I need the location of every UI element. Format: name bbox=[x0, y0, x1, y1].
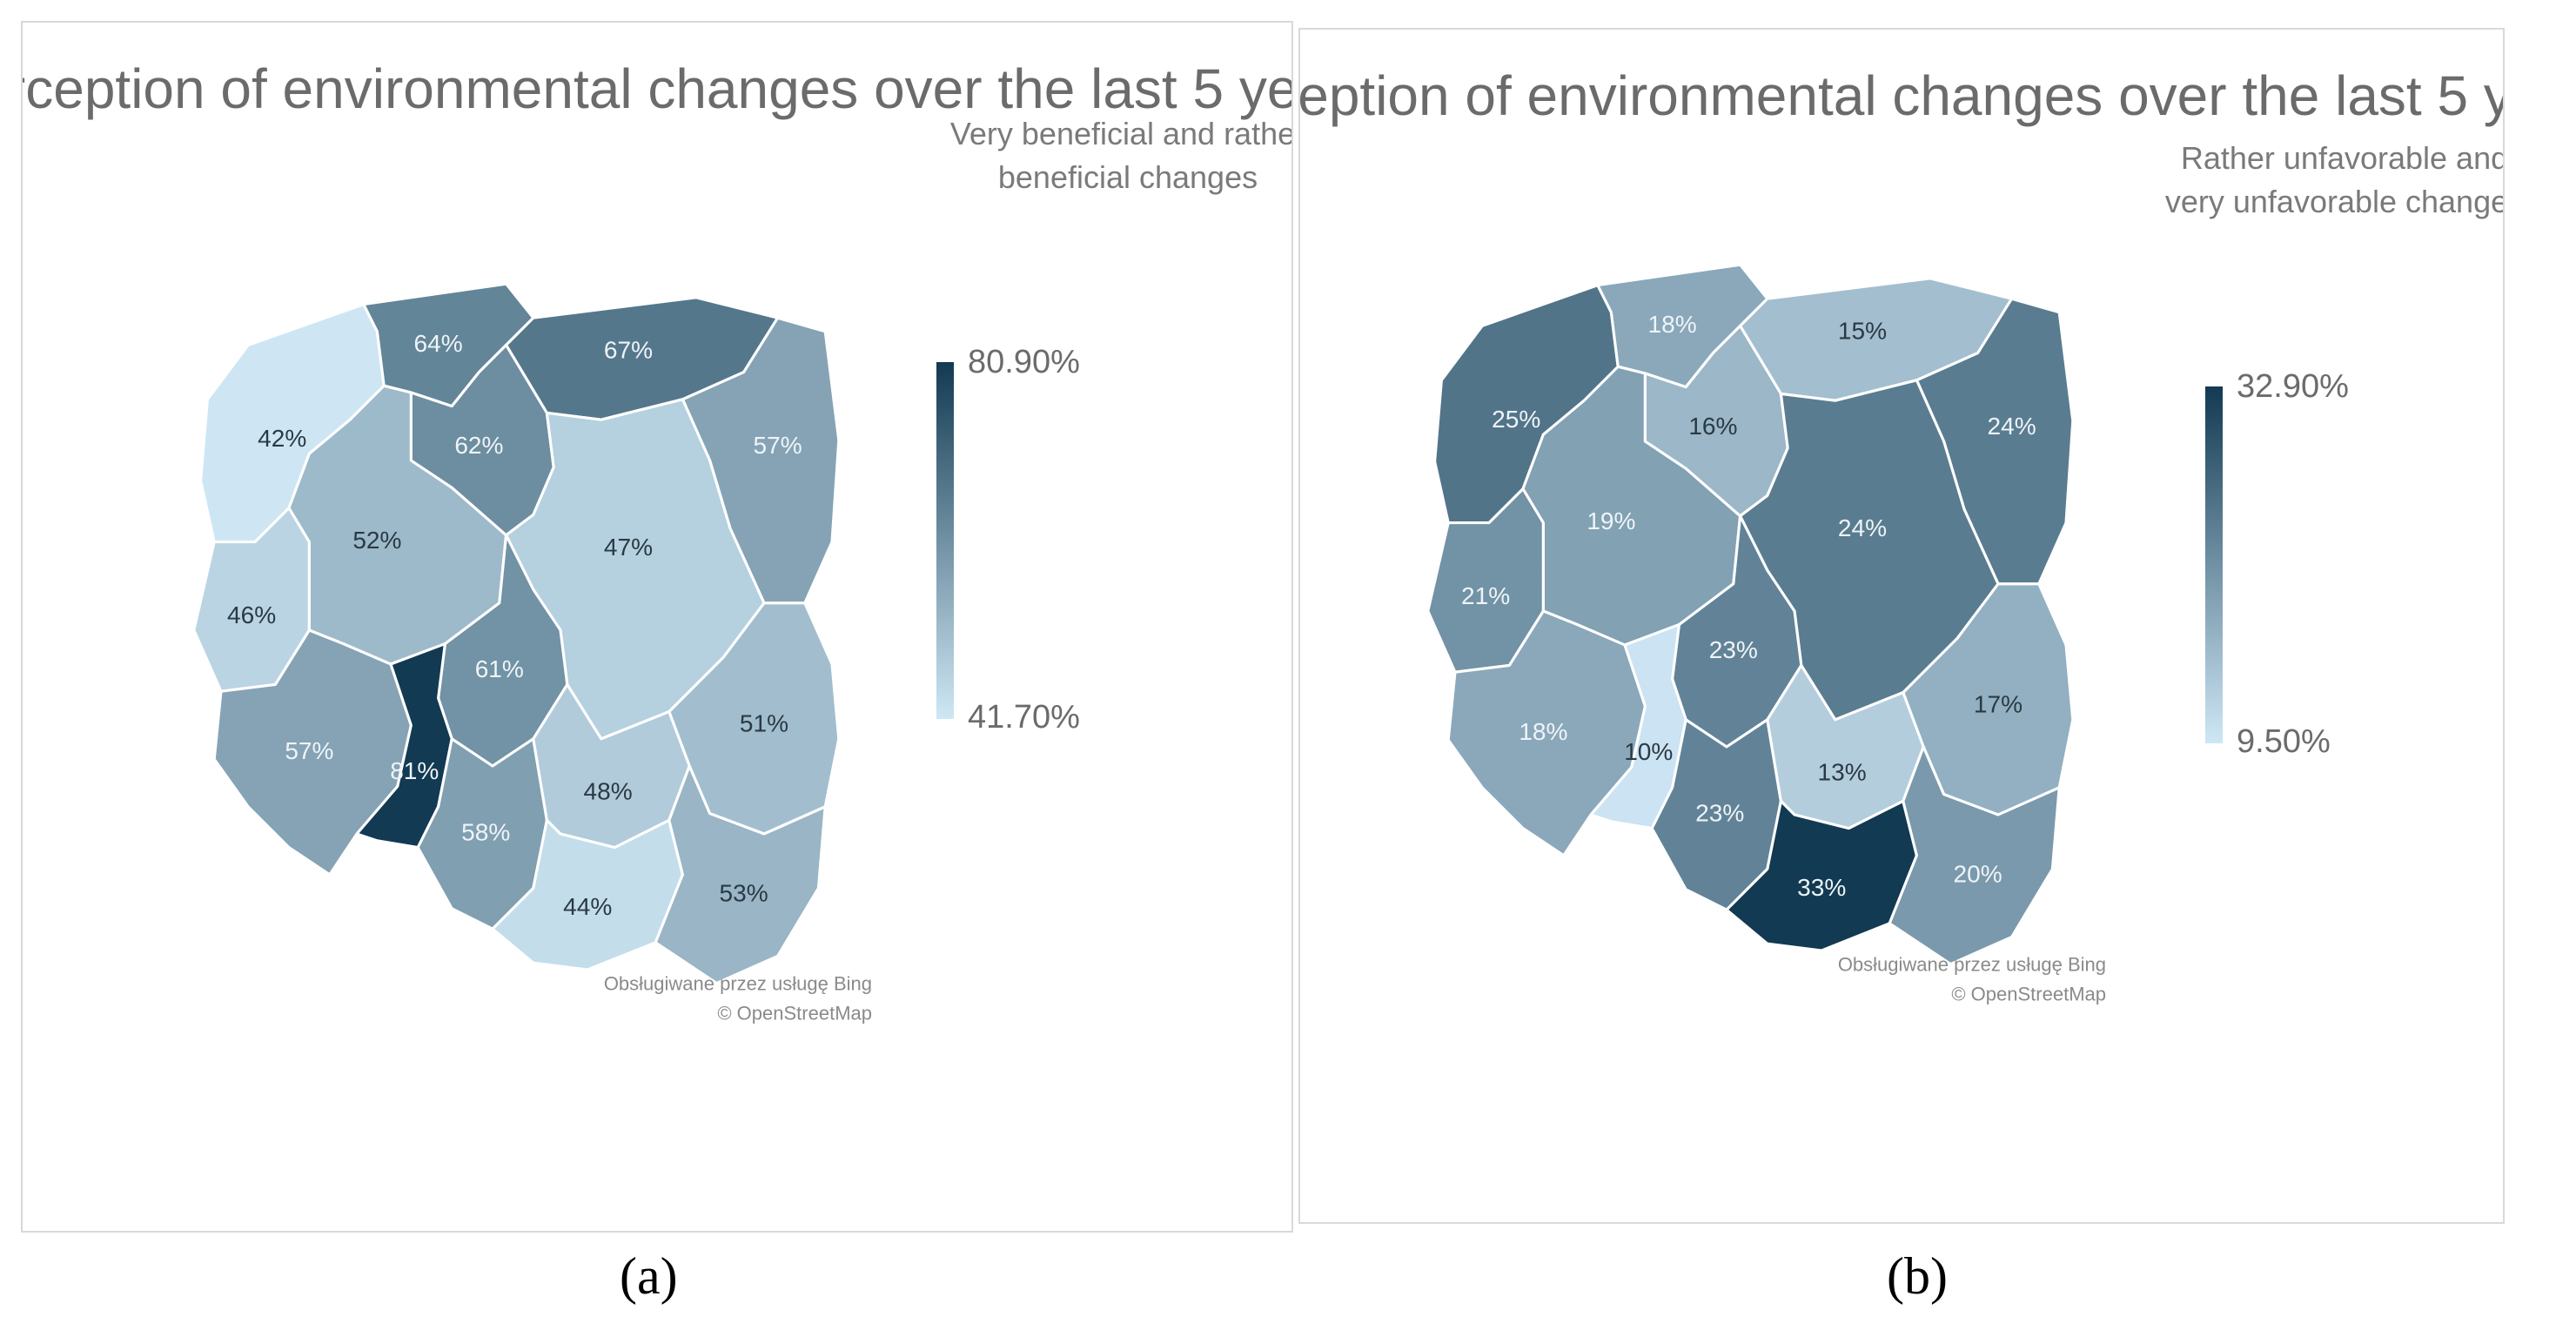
region-label-mazowieckie: 47% bbox=[604, 534, 653, 561]
region-label-wielkopolskie: 19% bbox=[1587, 507, 1635, 534]
region-label-świętokrzyskie: 13% bbox=[1818, 759, 1867, 786]
regions-group: 25% 18% 15% 24% 21% 19% 16% 24% 23% 17% 18% 10% 23% 1… bbox=[1426, 263, 2075, 966]
legend-title-line: Very beneficial and rather bbox=[950, 116, 1291, 151]
region-label-podkarpackie: 53% bbox=[720, 880, 768, 907]
legend-gradient-bar bbox=[936, 362, 954, 719]
region-label-opolskie: 81% bbox=[390, 757, 439, 784]
region-label-wielkopolskie: 52% bbox=[352, 527, 401, 554]
region-label-dolnośląskie: 18% bbox=[1519, 718, 1567, 745]
region-label-pomorskie: 18% bbox=[1648, 311, 1697, 338]
region-label-warmińsko-mazurskie: 15% bbox=[1838, 318, 1887, 345]
region-label-kujawsko-pomorskie: 16% bbox=[1688, 413, 1737, 440]
map-panel-b: Perception of environmental changes over… bbox=[1298, 28, 2505, 1224]
region-label-lubelskie: 51% bbox=[740, 710, 788, 737]
region-label-dolnośląskie: 57% bbox=[285, 737, 333, 764]
region-label-podlaskie: 24% bbox=[1988, 413, 2036, 440]
region-podkarpackie[interactable] bbox=[654, 764, 827, 985]
choropleth-map-svg: Perception of environmental changes over… bbox=[1300, 64, 2503, 1004]
map-credit-line: Obsługiwane przez usługę Bing bbox=[1838, 953, 2106, 975]
map-title: Perception of environmental changes over… bbox=[1300, 64, 2503, 127]
region-label-pomorskie: 64% bbox=[414, 330, 463, 357]
region-label-małopolskie: 33% bbox=[1797, 874, 1846, 901]
region-label-warmińsko-mazurskie: 67% bbox=[604, 337, 653, 364]
region-label-śląskie: 23% bbox=[1695, 799, 1744, 826]
region-label-podkarpackie: 20% bbox=[1954, 861, 2002, 888]
region-label-lubelskie: 17% bbox=[1974, 691, 2023, 718]
region-label-zachodniopomorskie: 42% bbox=[258, 425, 306, 452]
region-label-małopolskie: 44% bbox=[563, 893, 612, 920]
region-label-lubuskie: 46% bbox=[227, 601, 276, 628]
map-title: Perception of environmental changes over… bbox=[23, 57, 1291, 120]
region-label-świętokrzyskie: 48% bbox=[584, 778, 633, 805]
caption-b: (b) bbox=[1887, 1247, 1948, 1305]
region-label-kujawsko-pomorskie: 62% bbox=[454, 432, 503, 459]
legend-min-label: 41.70% bbox=[968, 699, 1080, 736]
map-panel-a: Perception of environmental changes over… bbox=[21, 21, 1293, 1233]
region-label-mazowieckie: 24% bbox=[1838, 514, 1887, 541]
region-podkarpackie[interactable] bbox=[1888, 745, 2061, 966]
map-credit-line: © OpenStreetMap bbox=[717, 1002, 872, 1024]
region-label-śląskie: 58% bbox=[461, 818, 510, 845]
choropleth-map-svg: Perception of environmental changes over… bbox=[23, 57, 1291, 1024]
region-label-zachodniopomorskie: 25% bbox=[1492, 406, 1540, 433]
caption-a: (a) bbox=[620, 1247, 678, 1305]
legend-max-label: 32.90% bbox=[2237, 368, 2349, 405]
map-credit-line: © OpenStreetMap bbox=[1951, 983, 2106, 1004]
region-label-lubuskie: 21% bbox=[1461, 582, 1510, 609]
legend-title-line: beneficial changes bbox=[998, 159, 1258, 195]
region-label-podlaskie: 57% bbox=[754, 432, 802, 459]
legend-gradient-bar bbox=[2205, 386, 2223, 743]
legend-title-line: Rather unfavorable and bbox=[2181, 140, 2503, 176]
map-credit-line: Obsługiwane przez usługę Bing bbox=[604, 972, 872, 994]
region-label-łódzkie: 23% bbox=[1709, 636, 1758, 663]
region-label-łódzkie: 61% bbox=[475, 655, 524, 682]
legend-min-label: 9.50% bbox=[2237, 723, 2331, 760]
region-label-opolskie: 10% bbox=[1624, 738, 1673, 765]
regions-group: 42% 64% 67% 57% 46% 52% 62% 47% 61% 51% 57% 81% 58% 4… bbox=[192, 282, 841, 985]
legend-max-label: 80.90% bbox=[968, 344, 1080, 380]
legend-title-line: very unfavorable changes bbox=[2165, 184, 2503, 219]
